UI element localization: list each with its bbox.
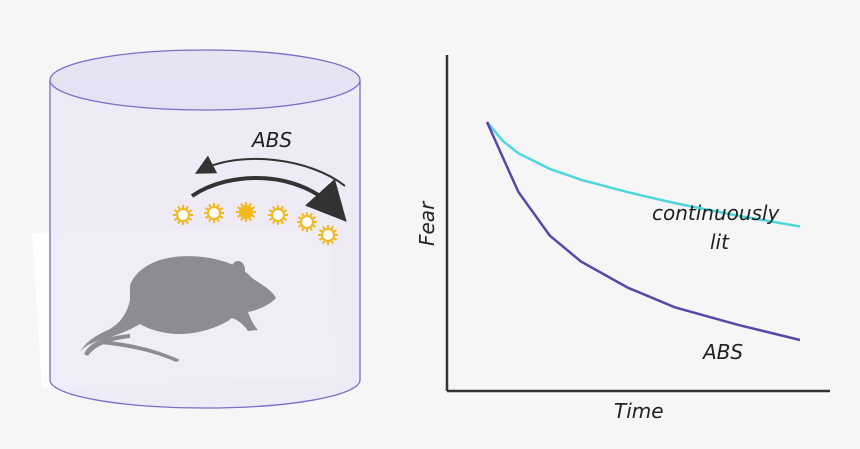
chart: Fear Time continuously lit ABS: [415, 55, 830, 423]
cylinder-body: [49, 80, 361, 409]
series-line-continuously-lit: [486, 121, 801, 228]
light-icon: [318, 225, 338, 245]
apparatus-label: ABS: [250, 128, 292, 152]
light-icon: [268, 205, 288, 225]
arrow-right: [190, 176, 347, 222]
series-label-continuously: continuously: [652, 201, 781, 225]
light-icon: [204, 203, 224, 223]
series-label-lit: lit: [710, 230, 730, 254]
light-icon: [236, 202, 256, 222]
series-line-abs: [485, 121, 801, 342]
apparatus-panel: ABS: [32, 49, 361, 409]
x-axis-label: Time: [614, 399, 664, 423]
rat-icon: [80, 256, 276, 362]
series-label-abs: ABS: [701, 340, 743, 364]
cylinder-top: [49, 49, 361, 111]
y-axis-label: Fear: [415, 200, 439, 246]
light-icon: [173, 205, 193, 225]
arrow-left: [194, 155, 346, 187]
